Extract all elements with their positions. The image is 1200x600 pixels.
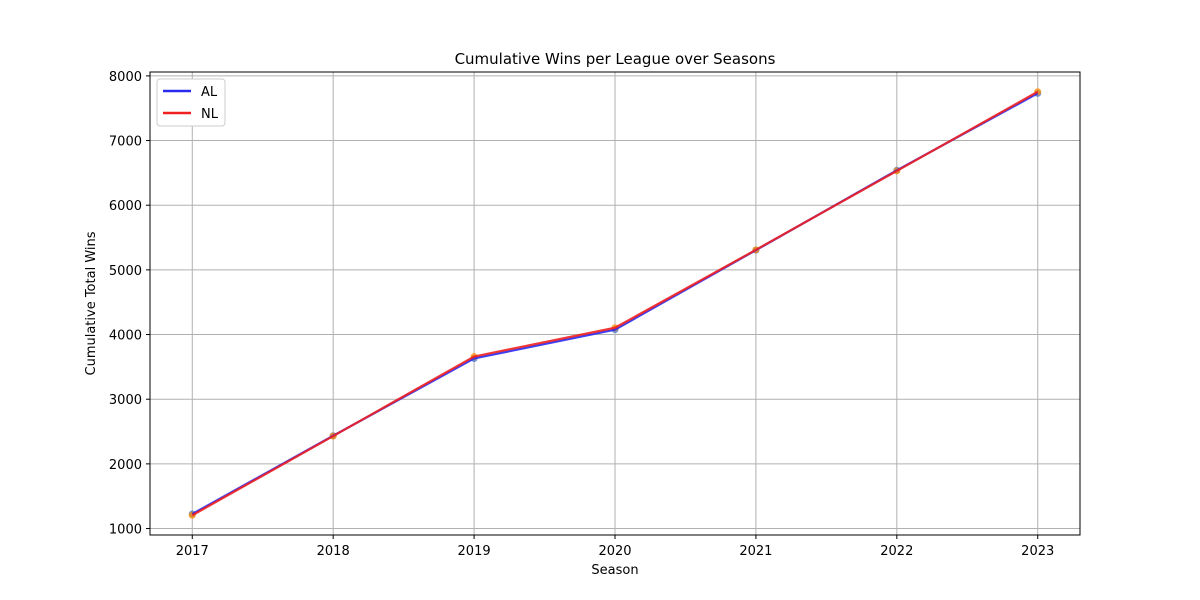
y-tick-label: 2000 <box>109 458 142 473</box>
series-group <box>188 88 1042 519</box>
legend-label-nl: NL <box>201 107 219 122</box>
chart-title: Cumulative Wins per League over Seasons <box>455 50 776 68</box>
y-tick-label: 5000 <box>109 264 142 279</box>
y-tick-label: 6000 <box>109 199 142 214</box>
x-tick-label: 2018 <box>317 544 350 559</box>
x-tick-label: 2022 <box>880 544 913 559</box>
x-tick-label: 2017 <box>176 544 209 559</box>
x-tick-label: 2021 <box>739 544 772 559</box>
legend: AL NL <box>156 78 226 127</box>
x-axis-ticks: 2017 2018 2019 2020 2021 2022 2023 <box>176 535 1054 559</box>
y-tick-label: 4000 <box>109 329 142 344</box>
grid-lines <box>150 72 1080 535</box>
x-tick-label: 2020 <box>598 544 631 559</box>
series-line-nl <box>191 90 1039 517</box>
y-tick-label: 3000 <box>109 393 142 408</box>
x-tick-label: 2019 <box>458 544 491 559</box>
legend-label-al: AL <box>201 85 218 100</box>
y-tick-label: 1000 <box>109 523 142 538</box>
x-tick-label: 2023 <box>1021 544 1054 559</box>
y-tick-label: 8000 <box>109 70 142 85</box>
y-axis-label: Cumulative Total Wins <box>84 231 99 375</box>
y-tick-label: 7000 <box>109 135 142 150</box>
y-axis-ticks: 1000 2000 3000 4000 5000 6000 7000 8000 <box>109 70 150 538</box>
x-axis-label: Season <box>591 563 638 578</box>
